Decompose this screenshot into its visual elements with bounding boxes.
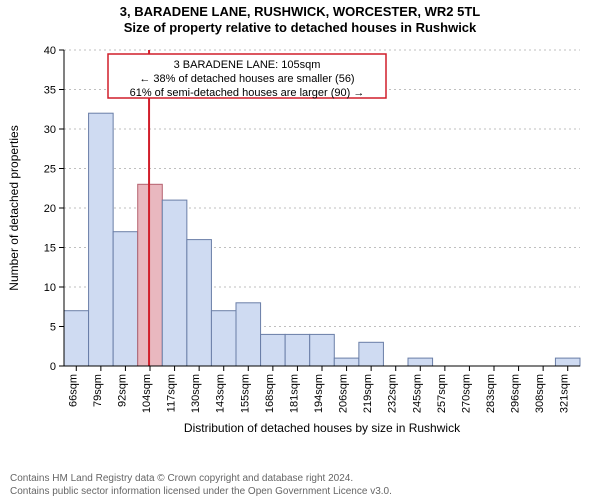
x-tick-label: 143sqm <box>215 374 227 413</box>
histogram-bar <box>113 232 138 366</box>
page: 3, BARADENE LANE, RUSHWICK, WORCESTER, W… <box>0 0 600 500</box>
annotation-line: 3 BARADENE LANE: 105sqm <box>174 59 321 71</box>
x-tick-label: 296sqm <box>510 374 522 413</box>
x-tick-label: 168sqm <box>264 374 276 413</box>
x-tick-label: 321sqm <box>559 374 571 413</box>
title-line-2: Size of property relative to detached ho… <box>0 20 600 36</box>
x-tick-label: 79sqm <box>92 374 104 407</box>
annotation-line: 61% of semi-detached houses are larger (… <box>130 87 365 99</box>
histogram-bar <box>89 113 114 366</box>
histogram-bar <box>261 334 286 366</box>
y-tick-label: 10 <box>44 282 56 294</box>
y-tick-label: 30 <box>44 124 56 136</box>
x-tick-label: 283sqm <box>485 374 497 413</box>
chart-container: 0 5 10 15 20 25 30 35 40 66sqm 79sqm 92sqm 104sqm 117… <box>0 40 600 460</box>
y-tick-label: 0 <box>50 361 56 373</box>
y-tick-label: 40 <box>44 45 56 57</box>
x-tick-label: 194sqm <box>313 374 325 413</box>
y-axis-label: Number of detached properties <box>7 125 21 290</box>
y-tick-label: 35 <box>44 85 56 97</box>
y-tick-label: 20 <box>44 203 56 215</box>
x-tick-label: 181sqm <box>288 374 300 413</box>
x-tick-label: 219sqm <box>362 374 374 413</box>
x-tick-label: 155sqm <box>239 374 251 413</box>
histogram-bar <box>285 334 310 366</box>
histogram-bar <box>555 358 580 366</box>
y-tick-label: 5 <box>50 322 56 334</box>
histogram-bar <box>359 342 384 366</box>
x-tick-label: 206sqm <box>338 374 350 413</box>
x-tick-label: 232sqm <box>387 374 399 413</box>
x-tick-label: 257sqm <box>436 374 448 413</box>
histogram-bar <box>162 200 187 366</box>
x-tick-label: 308sqm <box>534 374 546 413</box>
x-tick-label: 270sqm <box>460 374 472 413</box>
footer-line-2: Contains public sector information licen… <box>10 486 594 499</box>
x-axis-label: Distribution of detached houses by size … <box>184 421 461 435</box>
titles-block: 3, BARADENE LANE, RUSHWICK, WORCESTER, W… <box>0 0 600 37</box>
histogram-bar <box>187 240 212 366</box>
annotation-line: ← 38% of detached houses are smaller (56… <box>139 73 354 85</box>
histogram-bar <box>310 334 335 366</box>
x-tick-label: 92sqm <box>116 374 128 407</box>
histogram-bar <box>334 358 359 366</box>
footer-line-1: Contains HM Land Registry data © Crown c… <box>10 473 594 486</box>
histogram-bar <box>211 311 236 366</box>
x-tick-label: 245sqm <box>411 374 423 413</box>
y-tick-label: 15 <box>44 243 56 255</box>
histogram-bar <box>236 303 261 366</box>
histogram-chart: 0 5 10 15 20 25 30 35 40 66sqm 79sqm 92sqm 104sqm 117… <box>0 40 600 460</box>
x-tick-label: 130sqm <box>190 374 202 413</box>
histogram-bar <box>408 358 433 366</box>
x-tick-label: 117sqm <box>166 374 178 412</box>
title-line-1: 3, BARADENE LANE, RUSHWICK, WORCESTER, W… <box>0 4 600 20</box>
x-tick-label: 66sqm <box>67 374 79 407</box>
histogram-bar <box>64 311 89 366</box>
footer-attribution: Contains HM Land Registry data © Crown c… <box>0 473 600 498</box>
y-tick-label: 25 <box>44 164 56 176</box>
x-tick-label: 104sqm <box>141 374 153 413</box>
